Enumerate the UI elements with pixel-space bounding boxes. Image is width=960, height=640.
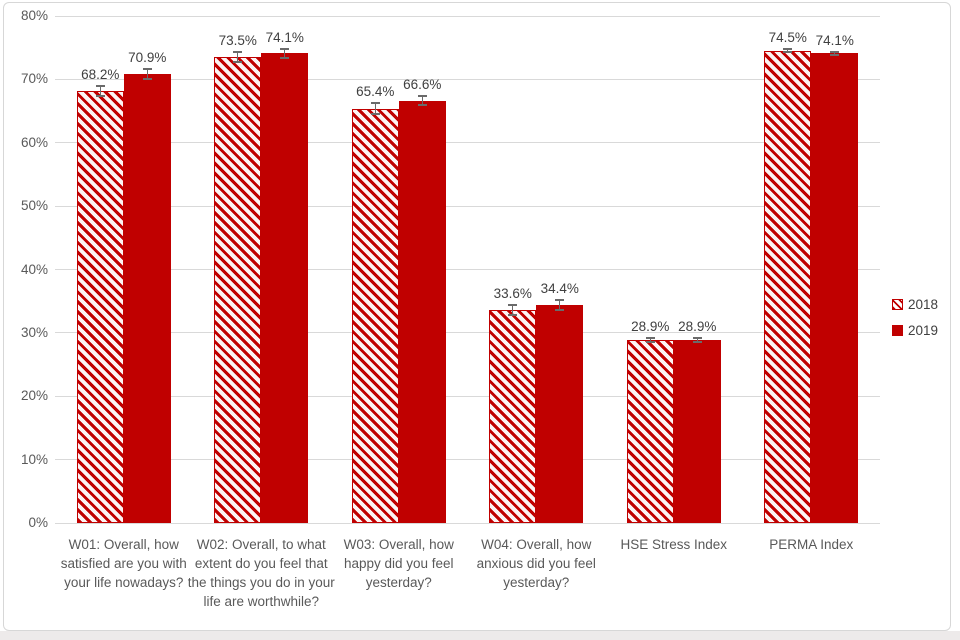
error-bar-line <box>559 299 561 311</box>
gridline <box>55 78 880 80</box>
x-axis-line <box>55 522 880 524</box>
legend-label: 2019 <box>908 323 939 338</box>
error-bar-top-cap <box>417 95 427 98</box>
error-bar-line <box>374 103 376 114</box>
error-bar-top-cap <box>692 336 702 339</box>
y-tick-label: 0% <box>28 515 48 530</box>
error-bar-line <box>696 337 698 342</box>
error-bar-bottom-cap <box>783 51 793 54</box>
bar-2019-cat2 <box>261 53 309 523</box>
error-bar-bottom-cap <box>417 104 427 107</box>
y-tick-label: 20% <box>20 388 48 404</box>
bar-2018-cat6 <box>764 50 812 523</box>
error-bar-bottom-cap <box>142 77 152 80</box>
error-bar-bottom-cap <box>692 340 702 343</box>
value-label: 66.6% <box>403 77 442 93</box>
error-bar-top-cap <box>508 303 518 306</box>
bar-2018-cat1 <box>76 90 124 523</box>
bar-2018-cat5 <box>626 339 674 523</box>
error-bar-bottom-cap <box>645 340 655 343</box>
value-label: 68.2% <box>81 66 120 82</box>
gridline <box>55 15 880 17</box>
bar-2019-cat4 <box>536 304 584 523</box>
legend: 2018 2019 <box>892 297 938 349</box>
value-label: 73.5% <box>218 33 257 49</box>
x-category-label: W01: Overall, how satisfied are you with… <box>60 537 187 590</box>
error-bar-top-cap <box>280 47 290 50</box>
bar-2019-cat3 <box>398 100 446 523</box>
bar-2019-cat5 <box>673 339 721 523</box>
gridline <box>55 205 880 207</box>
value-label: 65.4% <box>356 84 395 100</box>
error-bar-line <box>649 337 651 342</box>
error-bar-top-cap <box>830 50 840 53</box>
y-tick-label: 40% <box>20 261 48 277</box>
error-bar-line <box>512 304 514 316</box>
value-label: 74.5% <box>768 30 807 46</box>
page-background-strip <box>0 631 960 640</box>
value-label: 74.1% <box>265 29 304 45</box>
x-category-label: HSE Stress Index <box>620 537 728 552</box>
error-bar-line <box>99 85 101 96</box>
error-bar-line <box>421 96 423 106</box>
x-category-label: W02: Overall, to what extent do you feel… <box>187 537 335 609</box>
y-tick-label: 60% <box>20 134 48 150</box>
gridline <box>55 142 880 144</box>
error-bar-line <box>284 48 286 58</box>
error-bar-bottom-cap <box>233 61 243 64</box>
y-tick-label: 80% <box>20 8 48 23</box>
value-label: 74.1% <box>815 32 854 48</box>
bar-2018-cat3 <box>351 108 399 523</box>
x-category-label: W04: Overall, how anxious did you feel y… <box>476 537 596 590</box>
legend-label: 2018 <box>908 297 939 312</box>
x-category-label: PERMA Index <box>769 537 854 552</box>
error-bar-bottom-cap <box>830 53 840 56</box>
bar-2019-cat1 <box>123 73 171 523</box>
value-label: 28.9% <box>631 318 670 334</box>
error-bar-bottom-cap <box>370 112 380 115</box>
error-bar-top-cap <box>783 48 793 51</box>
value-label: 34.4% <box>540 280 579 296</box>
value-label: 28.9% <box>678 318 717 334</box>
error-bar-bottom-cap <box>555 309 565 312</box>
error-bar-bottom-cap <box>95 94 105 97</box>
error-bar-line <box>146 68 148 79</box>
gridline <box>55 459 880 461</box>
error-bar-line <box>834 51 836 55</box>
error-bar-line <box>237 52 239 63</box>
y-tick-label: 50% <box>20 198 48 214</box>
chart-frame: 0% 10% 20% 30% 40% 50% 60% 70% 80% 68.2% 70.9% W01:… <box>3 2 951 631</box>
gridline <box>55 269 880 270</box>
gridline <box>55 332 880 334</box>
legend-item-2019: 2019 <box>892 323 938 338</box>
y-tick-label: 10% <box>20 451 48 467</box>
legend-item-2018: 2018 <box>892 297 938 312</box>
error-bar-top-cap <box>95 84 105 87</box>
gridline <box>55 395 880 397</box>
y-tick-label: 30% <box>20 324 48 340</box>
bar-2019-cat6 <box>811 53 859 523</box>
legend-swatch-2019 <box>892 325 903 336</box>
x-category-label: W03: Overall, how happy did you feel yes… <box>343 537 454 590</box>
plot-area: 0% 10% 20% 30% 40% 50% 60% 70% 80% 68.2% 70.9% W01:… <box>4 3 950 630</box>
value-label: 70.9% <box>128 49 167 65</box>
error-bar-line <box>787 49 789 53</box>
legend-swatch-2018 <box>892 299 903 310</box>
error-bar-bottom-cap <box>280 56 290 59</box>
error-bar-top-cap <box>233 51 243 54</box>
error-bar-top-cap <box>555 298 565 301</box>
error-bar-top-cap <box>142 67 152 70</box>
error-bar-top-cap <box>370 102 380 105</box>
y-tick-label: 70% <box>20 71 48 87</box>
bar-2018-cat4 <box>489 310 537 523</box>
value-label: 33.6% <box>493 285 532 301</box>
bar-2018-cat2 <box>214 57 262 523</box>
error-bar-bottom-cap <box>508 314 518 317</box>
error-bar-top-cap <box>645 336 655 339</box>
